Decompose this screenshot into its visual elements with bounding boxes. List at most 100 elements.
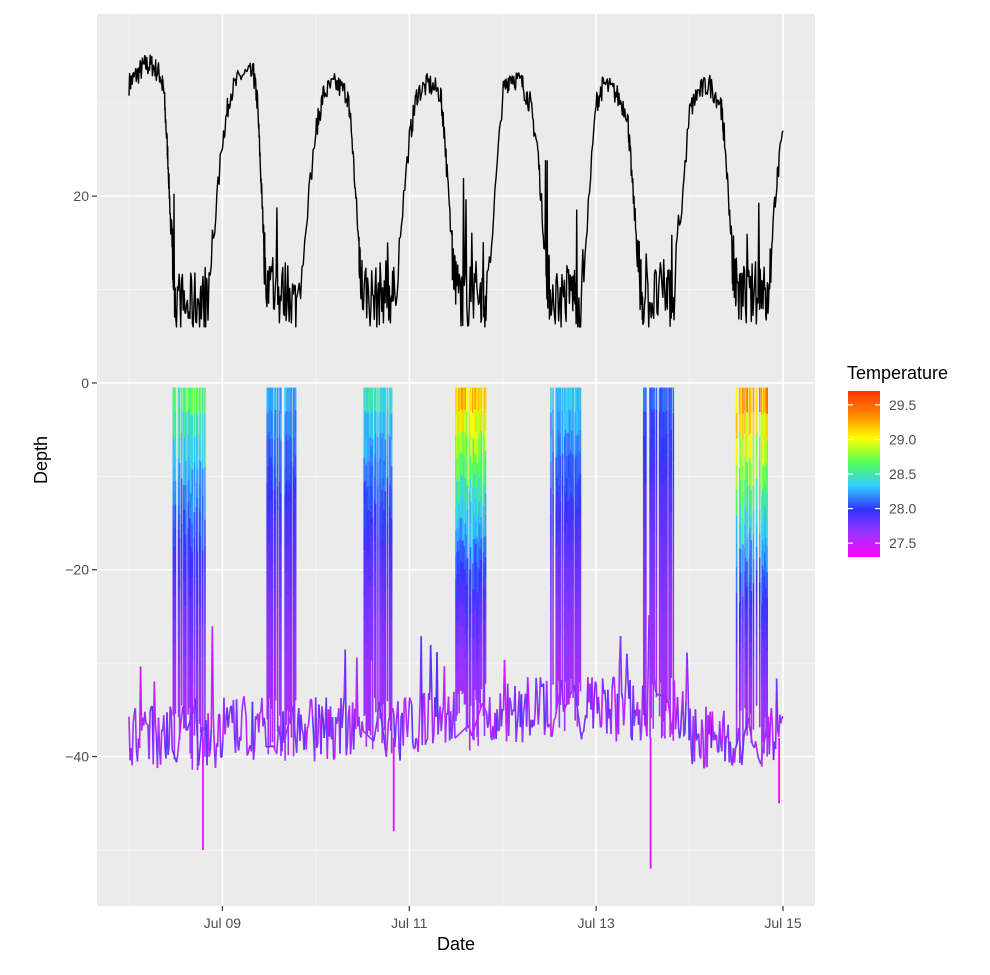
temperature-depth-segment [297, 721, 298, 753]
temperature-depth-segment [414, 748, 415, 749]
temperature-depth-segment [347, 715, 348, 743]
temperature-depth-segment [412, 704, 413, 743]
temperature-depth-segment [301, 715, 302, 729]
temperature-depth-segment [432, 692, 433, 743]
y-tick-label: 20 [73, 188, 89, 204]
temperature-depth-segment [697, 736, 698, 741]
temperature-depth-segment [593, 699, 594, 728]
temperature-depth-segment [509, 698, 510, 736]
temperature-depth-segment [516, 727, 517, 742]
temperature-depth-segment [517, 713, 518, 726]
temperature-depth-segment [167, 712, 168, 755]
temperature-depth-segment [248, 748, 249, 753]
temperature-depth-segment [584, 722, 585, 732]
temperature-depth-segment [306, 729, 307, 750]
temperature-depth-segment [410, 698, 411, 701]
temperature-depth-segment [155, 724, 156, 737]
temperature-depth-segment [678, 697, 679, 728]
temperature-depth-segment [343, 697, 344, 711]
y-tick-label: −40 [65, 749, 89, 765]
temperature-depth-segment [524, 703, 525, 714]
temperature-depth-segment [311, 700, 312, 716]
temperature-depth-segment [313, 716, 314, 736]
temperature-depth-segment [704, 766, 705, 768]
y-tick-label: 0 [81, 375, 89, 391]
temperature-depth-segment [135, 708, 136, 749]
temperature-depth-segment [599, 711, 600, 727]
temperature-depth-segment [337, 719, 338, 724]
temperature-depth-segment [359, 717, 360, 734]
temperature-depth-segment [612, 677, 613, 689]
temperature-depth-segment [307, 726, 308, 729]
temperature-depth-segment [396, 714, 397, 727]
temperature-depth-segment [321, 706, 322, 754]
temperature-depth-segment [309, 699, 310, 715]
temperature-depth-segment [437, 652, 438, 734]
temperature-depth-segment [264, 718, 265, 725]
temperature-depth-segment [782, 716, 783, 718]
temperature-depth-segment [544, 684, 545, 735]
temperature-depth-segment [405, 697, 406, 722]
temperature-depth-segment [433, 734, 434, 743]
temperature-depth-segment [244, 696, 245, 707]
temperature-depth-segment [253, 749, 254, 760]
legend-title: Temperature [847, 363, 948, 383]
temperature-depth-segment [630, 680, 631, 737]
temperature-depth-segment [415, 738, 416, 748]
temperature-depth-segment [547, 681, 548, 727]
temperature-depth-segment [681, 710, 682, 730]
temperature-depth-segment [452, 723, 453, 739]
temperature-depth-segment [132, 723, 133, 766]
temperature-depth-segment [625, 682, 626, 705]
temperature-depth-segment [685, 702, 686, 733]
temperature-depth-segment [308, 716, 309, 726]
temperature-depth-segment [624, 705, 625, 726]
temperature-depth-segment [302, 729, 303, 734]
temperature-depth-segment [419, 701, 420, 731]
x-tick-label: Jul 09 [204, 915, 242, 931]
temperature-depth-segment [335, 717, 336, 758]
temperature-depth-segment [720, 721, 721, 742]
temperature-depth-segment [213, 720, 214, 750]
temperature-depth-segment [247, 753, 248, 755]
y-axis-ticks: 20 0 −20 −40 [65, 188, 97, 764]
temperature-depth-segment [621, 636, 622, 692]
temperature-depth-segment [176, 756, 177, 762]
temperature-depth-segment [501, 709, 502, 726]
x-tick-label: Jul 13 [577, 915, 615, 931]
temperature-depth-segment [229, 708, 230, 716]
temperature-depth-segment [702, 720, 703, 731]
temperature-depth-segment [345, 649, 346, 755]
temperature-depth-segment [605, 690, 606, 702]
temperature-depth-segment [266, 746, 273, 747]
temperature-depth-segment [497, 709, 498, 731]
temperature-depth-segment [695, 709, 696, 740]
temperature-depth-segment [283, 711, 284, 742]
temperature-depth-segment [601, 725, 602, 727]
temperature-depth-segment [209, 751, 210, 756]
temperature-depth-segment [771, 708, 772, 727]
temperature-depth-segment [154, 682, 155, 724]
temperature-depth-segment [627, 654, 628, 678]
temperature-depth-segment [582, 732, 583, 739]
temperature-depth-segment [687, 653, 688, 687]
temperature-depth-segment [218, 714, 219, 747]
temperature-depth-segment [351, 741, 352, 754]
temperature-depth-segment [648, 615, 649, 680]
temperature-depth-segment [777, 679, 778, 732]
temperature-depth-segment [141, 667, 142, 731]
temperature-depth-segment [357, 658, 358, 727]
temperature-depth-segment [237, 699, 238, 744]
temperature-depth-segment [395, 727, 396, 747]
temperature-depth-segment [717, 735, 718, 752]
temperature-depth-segment [622, 692, 623, 699]
temperature-depth-segment [442, 707, 443, 715]
temperature-depth-segment [171, 710, 172, 750]
temperature-depth-segment [428, 693, 429, 739]
y-tick-label: −20 [65, 562, 89, 578]
temperature-depth-segment [324, 726, 325, 738]
temperature-depth-segment [147, 724, 148, 725]
